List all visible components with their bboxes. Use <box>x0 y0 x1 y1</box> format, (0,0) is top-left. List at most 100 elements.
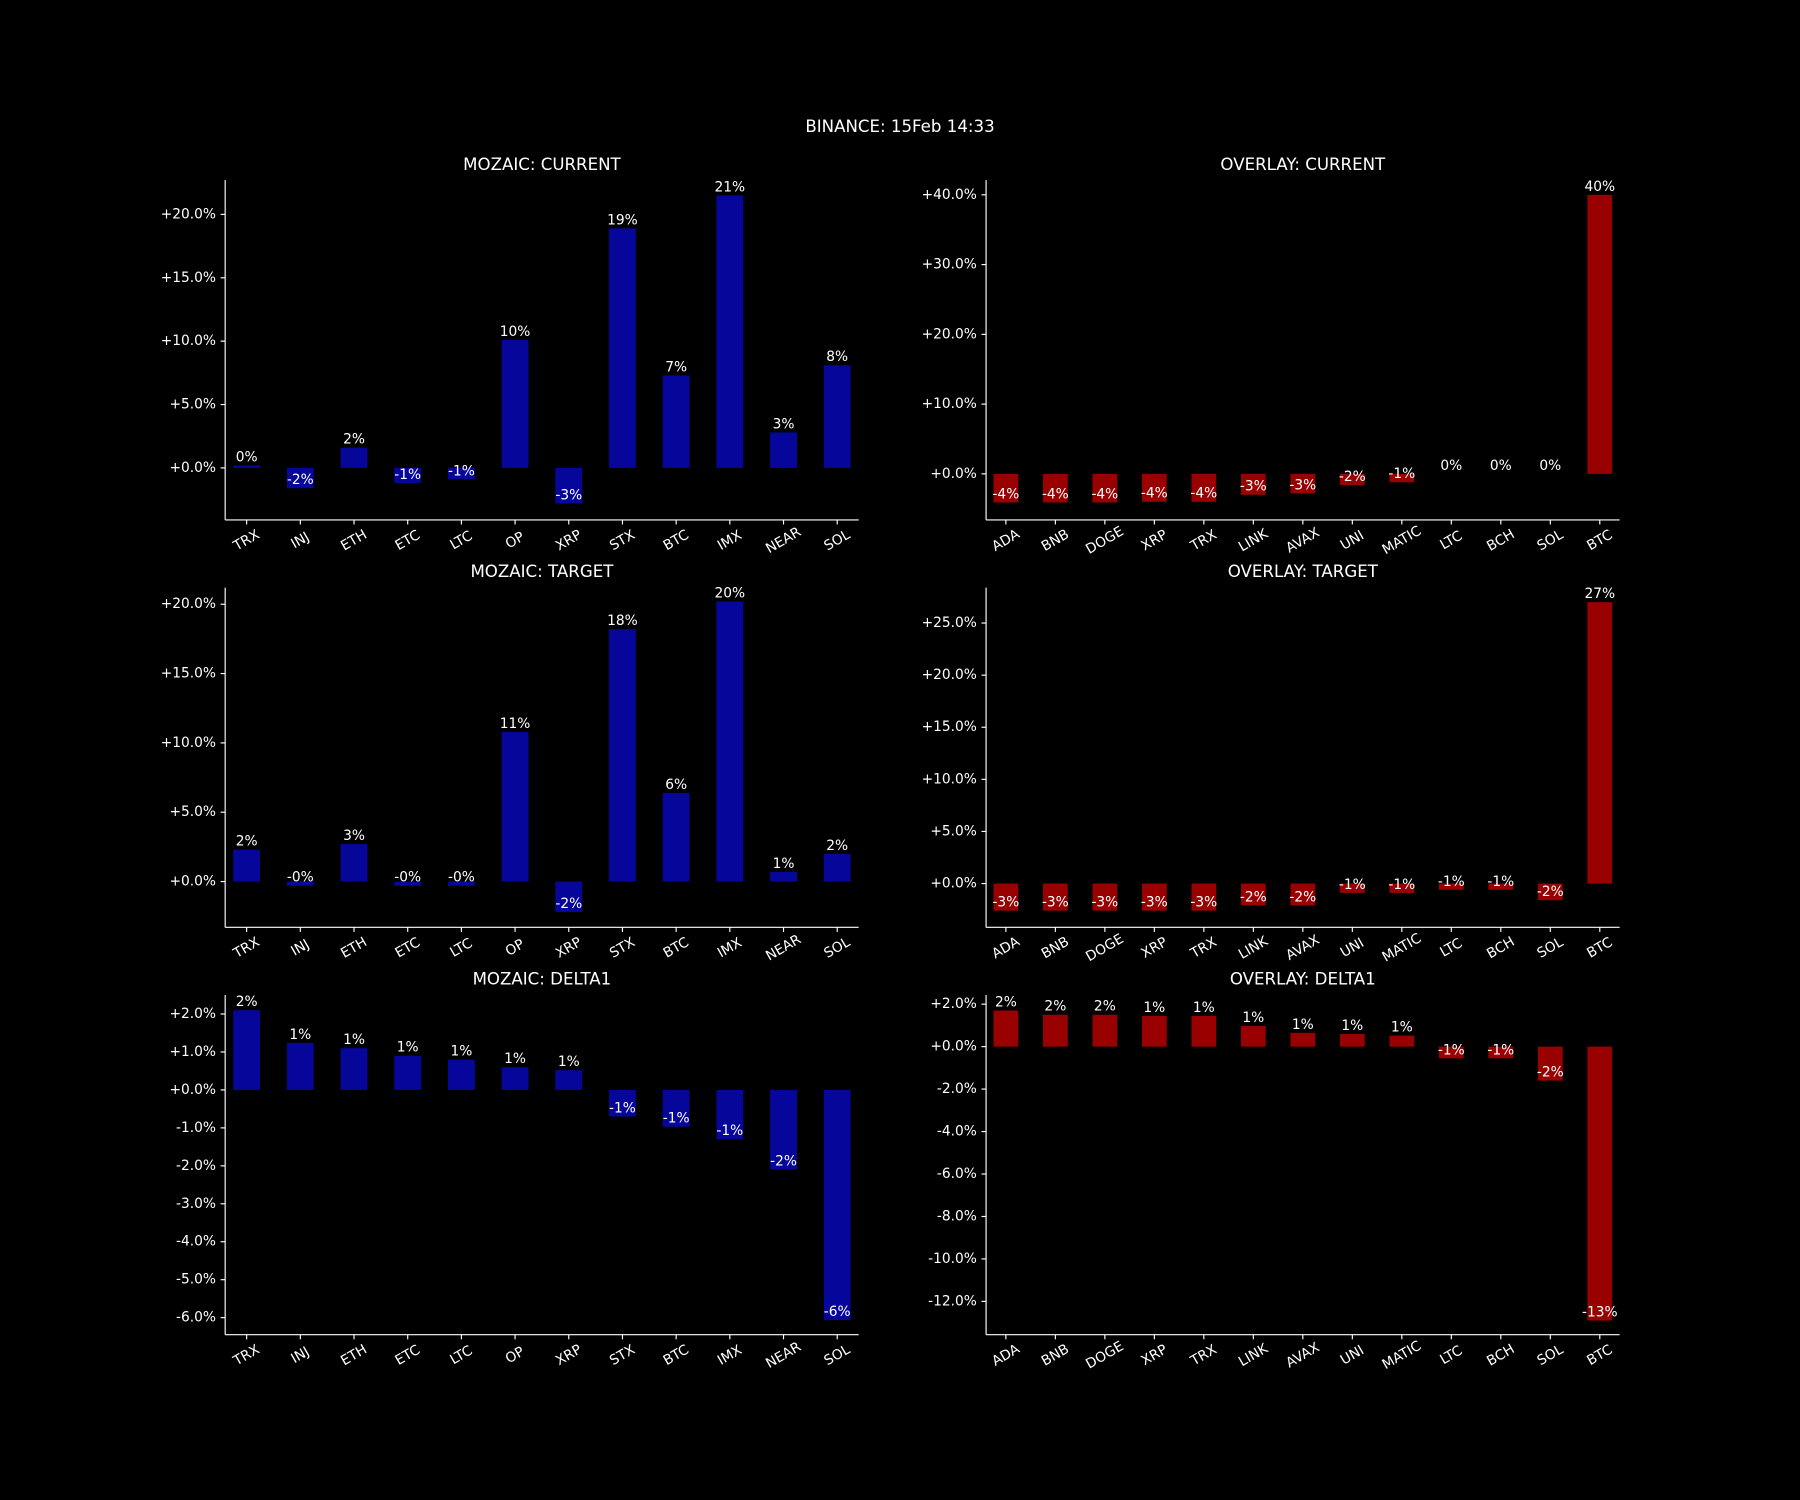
bar <box>770 432 797 468</box>
chart-title: OVERLAY: TARGET <box>1228 562 1379 581</box>
bar <box>1290 473 1316 494</box>
value-label: 1% <box>1292 1017 1314 1033</box>
bar <box>1141 1015 1167 1047</box>
value-label: -2% <box>1339 469 1366 485</box>
chart-title: OVERLAY: DELTA1 <box>1230 970 1376 989</box>
bar <box>340 447 368 468</box>
value-label: 1% <box>773 856 795 872</box>
value-label: 8% <box>826 349 848 365</box>
value-label: 2% <box>236 834 258 850</box>
y-tick-label: -6.0% <box>937 1166 977 1182</box>
y-tick-label: +10.0% <box>161 735 216 751</box>
y-tick-label: +0.0% <box>169 1082 216 1098</box>
y-tick-label: +15.0% <box>161 270 216 286</box>
value-label: 2% <box>1094 999 1116 1015</box>
chart-title: MOZAIC: CURRENT <box>463 155 621 174</box>
value-label: 0% <box>1440 458 1462 474</box>
value-label: 3% <box>343 828 365 844</box>
y-tick-label: +0.0% <box>930 466 977 482</box>
y-tick-label: -3.0% <box>176 1196 216 1212</box>
value-label: -1% <box>1438 874 1465 890</box>
bar <box>662 1089 690 1127</box>
value-label: -3% <box>1091 895 1118 911</box>
figure-title: BINANCE: 15Feb 14:33 <box>805 117 994 136</box>
value-label: 1% <box>1242 1010 1264 1026</box>
bar <box>1587 194 1613 474</box>
value-label: 0% <box>1539 458 1561 474</box>
y-tick-label: +2.0% <box>169 1006 216 1022</box>
bar <box>286 881 314 886</box>
bar <box>1092 883 1118 911</box>
value-label: -2% <box>1289 889 1316 905</box>
bar <box>770 1089 797 1170</box>
value-label: 27% <box>1584 586 1615 602</box>
x-tick-label: INJ <box>288 936 312 959</box>
value-label: 40% <box>1584 179 1615 195</box>
bar <box>1389 473 1415 483</box>
value-label: -3% <box>1141 895 1168 911</box>
bar <box>609 228 636 468</box>
value-label: 2% <box>1044 999 1066 1015</box>
value-label: 1% <box>1193 1000 1215 1016</box>
bar <box>1339 473 1365 486</box>
bar <box>1290 1032 1316 1047</box>
bar <box>1587 602 1613 884</box>
bar <box>1438 883 1464 890</box>
bar <box>1488 1046 1514 1059</box>
value-label: -1% <box>1487 874 1514 890</box>
bar <box>555 881 583 913</box>
y-tick-label: -1.0% <box>176 1120 216 1136</box>
value-label: -4% <box>1042 486 1069 502</box>
value-label: -13% <box>1582 1304 1618 1320</box>
y-tick-label: +0.0% <box>930 1039 977 1055</box>
value-label: -1% <box>1388 466 1415 482</box>
value-label: -2% <box>555 896 582 912</box>
bar <box>1389 1035 1415 1047</box>
bar <box>1042 473 1068 503</box>
value-label: 2% <box>236 994 258 1010</box>
value-label: -1% <box>394 467 421 483</box>
bar <box>662 792 690 882</box>
bar <box>340 844 368 882</box>
value-label: -2% <box>1537 1065 1564 1081</box>
y-tick-label: +10.0% <box>922 771 977 787</box>
value-label: -3% <box>992 895 1019 911</box>
bar <box>394 881 422 886</box>
value-label: -1% <box>1487 1042 1514 1058</box>
value-label: -6% <box>824 1304 851 1320</box>
value-label: -1% <box>1438 1042 1465 1058</box>
value-label: -0% <box>287 870 314 886</box>
value-label: -3% <box>1042 895 1069 911</box>
value-label: 2% <box>826 838 848 854</box>
y-tick-label: +0.0% <box>169 874 216 890</box>
bar <box>1191 883 1217 911</box>
bar <box>1141 883 1167 911</box>
value-label: -2% <box>1240 889 1267 905</box>
value-label: 1% <box>504 1051 526 1067</box>
bar <box>233 1010 261 1090</box>
y-tick-label: +10.0% <box>161 333 216 349</box>
y-tick-label: +10.0% <box>922 396 977 412</box>
y-tick-label: +20.0% <box>161 596 216 612</box>
y-tick-label: +30.0% <box>922 257 977 273</box>
y-tick-label: -12.0% <box>928 1293 977 1309</box>
y-tick-label: +2.0% <box>930 996 977 1012</box>
bar <box>823 365 851 468</box>
y-tick-label: -5.0% <box>176 1272 216 1288</box>
value-label: -4% <box>1190 486 1217 502</box>
value-label: -1% <box>448 463 475 479</box>
bar <box>1339 883 1365 893</box>
bar <box>662 375 690 468</box>
y-tick-label: +20.0% <box>922 667 977 683</box>
y-tick-label: +0.0% <box>930 876 977 892</box>
bar <box>340 1048 368 1090</box>
bar <box>1240 1026 1266 1047</box>
value-label: -0% <box>448 870 475 886</box>
y-tick-label: +25.0% <box>922 615 977 631</box>
value-label: 1% <box>558 1054 580 1070</box>
value-label: 1% <box>1391 1020 1413 1036</box>
y-tick-label: -4.0% <box>176 1234 216 1250</box>
y-tick-label: +5.0% <box>169 397 216 413</box>
value-label: 20% <box>715 585 746 601</box>
